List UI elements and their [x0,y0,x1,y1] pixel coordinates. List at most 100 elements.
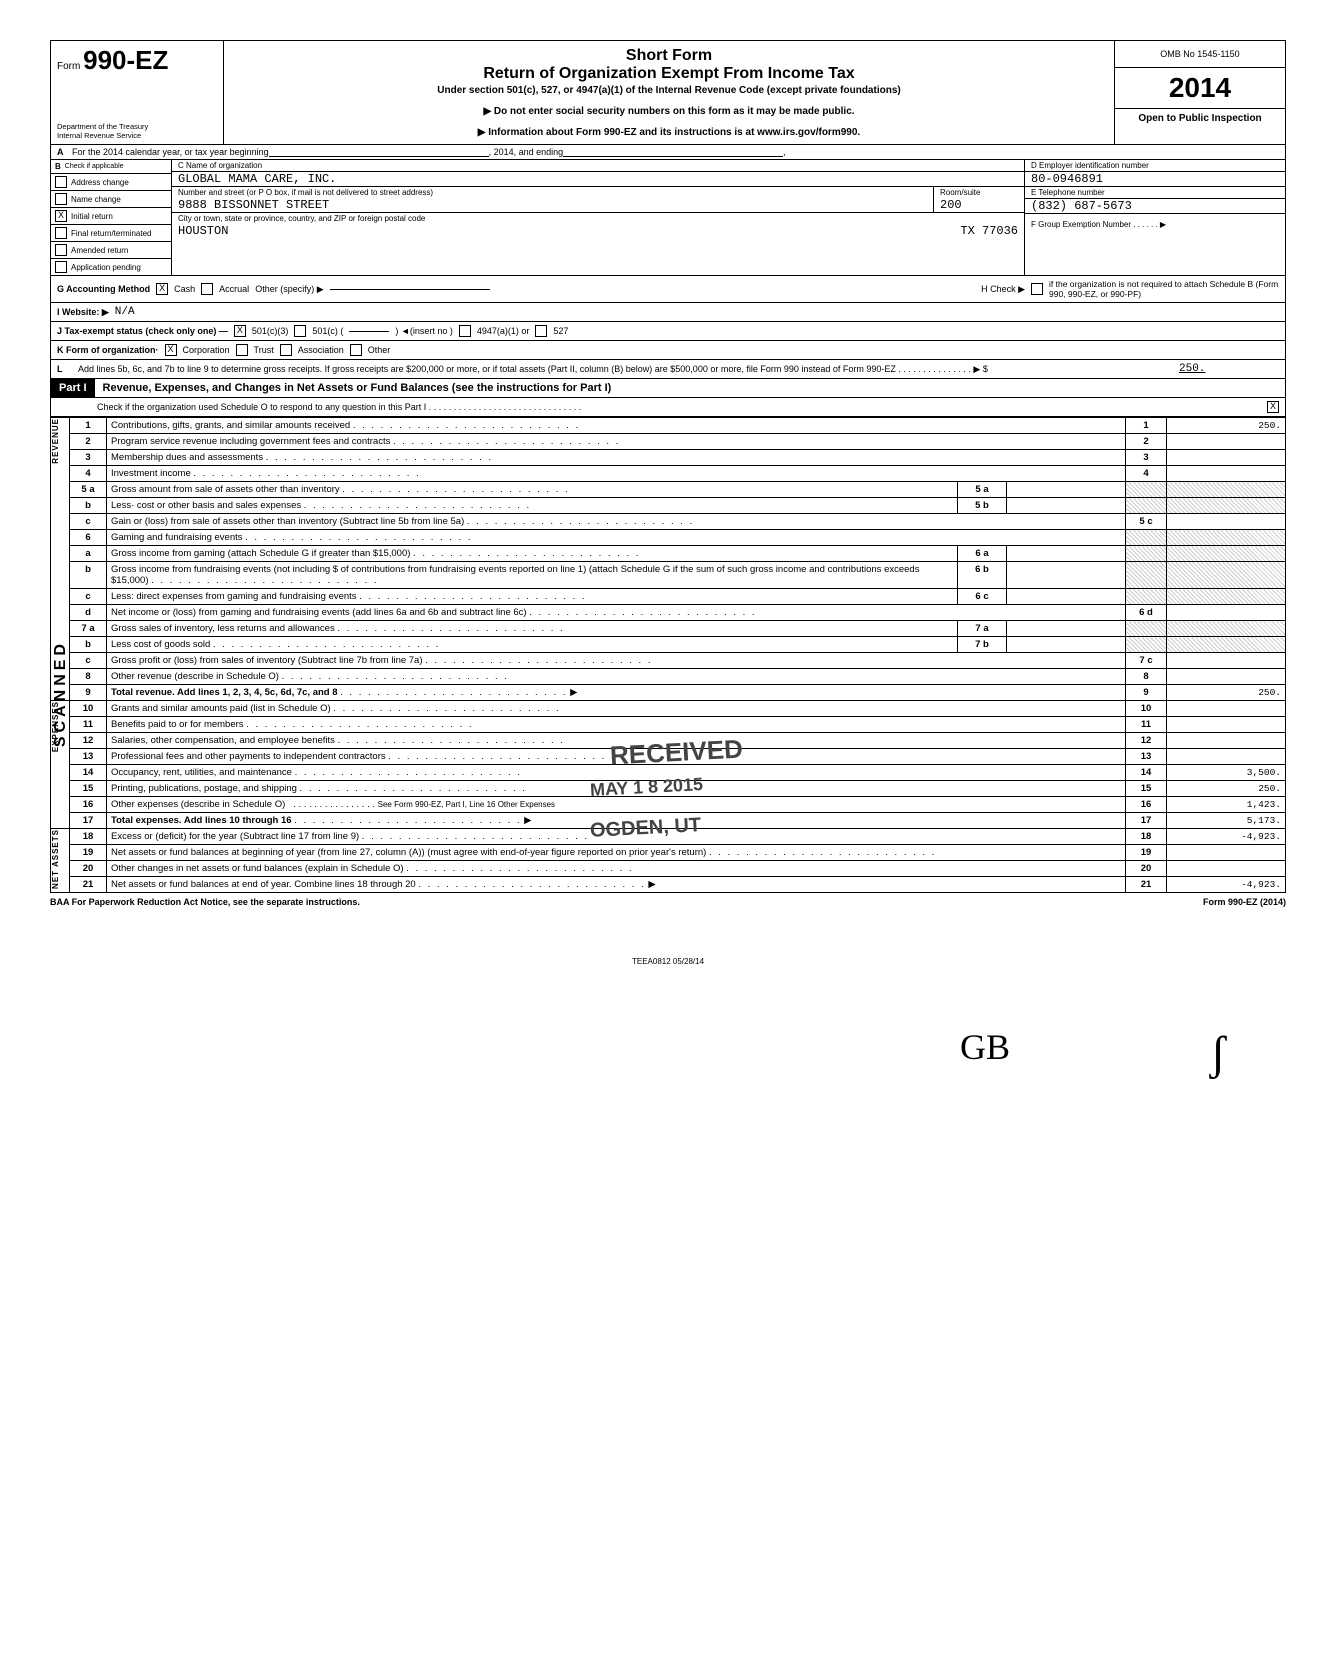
amt-shaded [1167,482,1286,498]
chk-trust[interactable] [236,344,248,356]
amount-cell[interactable] [1167,653,1286,669]
amount-cell[interactable] [1167,605,1286,621]
label-a: A [57,147,72,157]
line-number: 15 [70,781,107,797]
teea-code: TEEA0812 05/28/14 [50,957,1286,966]
table-row: 17Total expenses. Add lines 10 through 1… [51,813,1286,829]
rnum-shaded [1126,482,1167,498]
table-row: 7 aGross sales of inventory, less return… [51,621,1286,637]
table-row: 21Net assets or fund balances at end of … [51,877,1286,893]
mid-value[interactable] [1007,562,1126,589]
result-number: 5 c [1126,514,1167,530]
chk-h[interactable] [1031,283,1043,295]
chk-other-org[interactable] [350,344,362,356]
line-desc: Salaries, other compensation, and employ… [107,733,1126,749]
table-row: aGross income from gaming (attach Schedu… [51,546,1286,562]
table-row: 11Benefits paid to or for members 11 [51,717,1286,733]
table-row: NET ASSETS18Excess or (deficit) for the … [51,829,1286,845]
rnum-shaded [1126,498,1167,514]
chk-initial-return[interactable]: X [55,210,67,222]
chk-501c[interactable] [294,325,306,337]
amount-cell[interactable] [1167,514,1286,530]
lbl-501c: 501(c) ( [312,326,343,336]
amount-cell[interactable]: 3,500. [1167,765,1286,781]
dept-line1: Department of the Treasury [57,122,217,131]
amount-cell[interactable] [1167,717,1286,733]
form-label: Form [57,61,80,72]
line-number: 19 [70,845,107,861]
amount-cell[interactable]: -4,923. [1167,877,1286,893]
amount-cell[interactable] [1167,701,1286,717]
chk-527[interactable] [535,325,547,337]
amount-cell[interactable] [1167,450,1286,466]
city: HOUSTON [178,224,228,238]
line-number: 5 a [70,482,107,498]
amount-cell[interactable]: 250. [1167,781,1286,797]
mid-value[interactable] [1007,621,1126,637]
year-begin-blank[interactable] [269,147,489,157]
mid-value[interactable] [1007,637,1126,653]
street: 9888 BISSONNET STREET [172,198,933,212]
chk-4947[interactable] [459,325,471,337]
department: Department of the Treasury Internal Reve… [57,122,217,140]
amount-cell[interactable]: -4,923. [1167,829,1286,845]
line-desc: Net assets or fund balances at end of ye… [107,877,1126,893]
amount-cell[interactable]: 5,173. [1167,813,1286,829]
mid-value[interactable] [1007,546,1126,562]
addr-label: Number and street (or P O box, if mail i… [172,187,933,198]
mid-value[interactable] [1007,498,1126,514]
chk-app-pending[interactable] [55,261,67,273]
line-number: 14 [70,765,107,781]
line-desc: Benefits paid to or for members [107,717,1126,733]
mid-value[interactable] [1007,482,1126,498]
amount-cell[interactable] [1167,861,1286,877]
chk-amended[interactable] [55,244,67,256]
amount-cell[interactable] [1167,434,1286,450]
mid-label: 6 b [958,562,1007,589]
row-a-mid: , 2014, and ending [489,147,564,157]
amount-cell[interactable] [1167,845,1286,861]
amount-cell[interactable] [1167,733,1286,749]
footer: BAA For Paperwork Reduction Act Notice, … [50,897,1286,907]
table-row: 13Professional fees and other payments t… [51,749,1286,765]
j-label: J Tax-exempt status (check only one) — [57,326,228,336]
mid-label: 5 a [958,482,1007,498]
part1-tag: Part I [51,379,95,397]
chk-name-change[interactable] [55,193,67,205]
table-row: bLess· cost or other basis and sales exp… [51,498,1286,514]
chk-cash[interactable]: X [156,283,168,295]
col-c-label: C Name of organization [172,160,1024,172]
chk-accrual[interactable] [201,283,213,295]
org-name: GLOBAL MAMA CARE, INC. [172,172,1024,187]
line-number: 7 a [70,621,107,637]
year-end-blank[interactable] [563,147,783,157]
chk-assoc[interactable] [280,344,292,356]
amount-cell[interactable]: 1,423. [1167,797,1286,813]
e-label: E Telephone number [1025,187,1285,199]
line-desc: Gross income from gaming (attach Schedul… [107,546,958,562]
chk-address-change[interactable] [55,176,67,188]
chk-schedule-o[interactable]: X [1267,401,1279,413]
mid-value[interactable] [1007,589,1126,605]
amount-cell[interactable] [1167,669,1286,685]
chk-corp[interactable]: X [165,344,177,356]
omb-number: OMB No 1545-1150 [1115,41,1285,68]
line-desc: Excess or (deficit) for the year (Subtra… [107,829,1126,845]
line-number: 2 [70,434,107,450]
lbl-amended: Amended return [71,246,128,255]
line-desc: Gross income from fundraising events (no… [107,562,958,589]
lbl-527: 527 [553,326,568,336]
chk-501c3[interactable]: X [234,325,246,337]
amount-cell[interactable]: 250. [1167,418,1286,434]
other-method-blank[interactable] [330,289,490,290]
signature-2: ʃ [1210,1026,1226,1081]
chk-final-return[interactable] [55,227,67,239]
501c-no-blank[interactable] [349,331,389,332]
amount-cell[interactable] [1167,466,1286,482]
result-number: 20 [1126,861,1167,877]
lbl-name-change: Name change [71,195,121,204]
amount-cell[interactable] [1167,749,1286,765]
amount-cell[interactable]: 250. [1167,685,1286,701]
col-de: D Employer identification number 80-0946… [1025,160,1285,275]
table-row: 19Net assets or fund balances at beginni… [51,845,1286,861]
